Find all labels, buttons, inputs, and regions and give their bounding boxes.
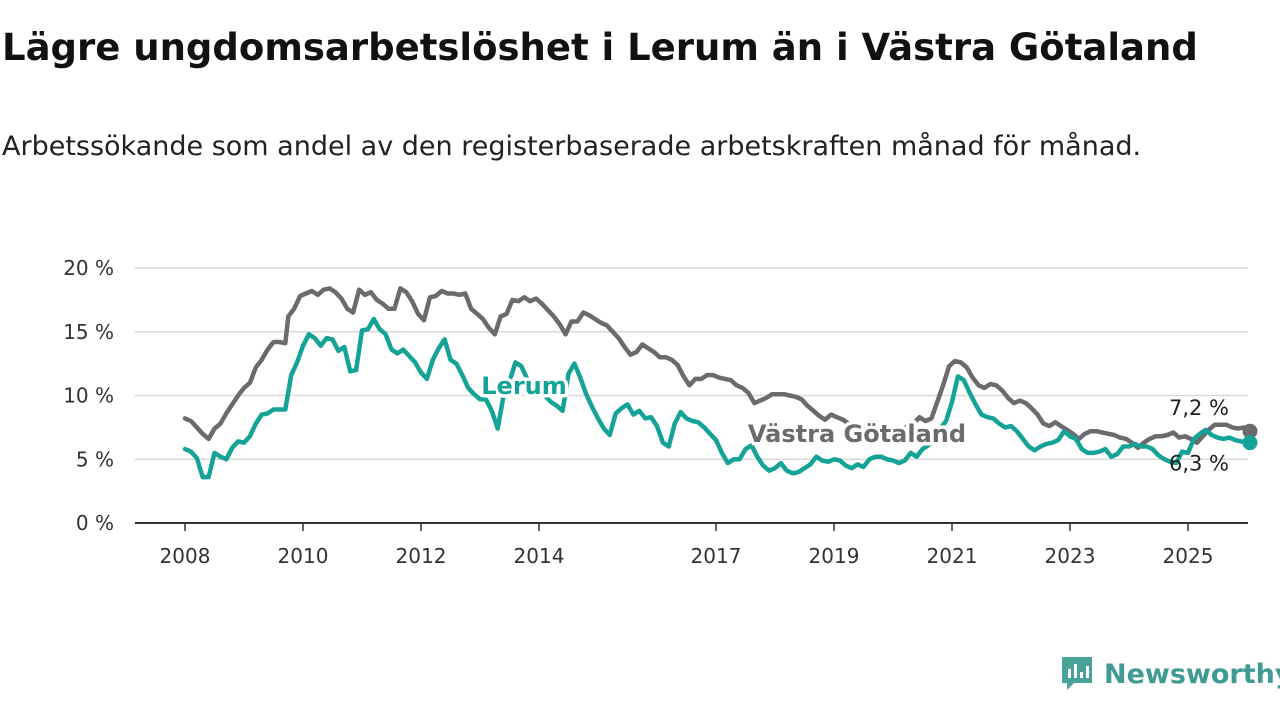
- grid: [135, 267, 1248, 460]
- x-tick-label: 2019: [809, 544, 860, 568]
- x-tick-label: 2025: [1163, 544, 1214, 568]
- x-tick-label: 2008: [160, 544, 211, 568]
- series-name-halo-v-stra-g-taland: Västra Götaland: [748, 420, 966, 448]
- y-tick-label: 10 %: [63, 384, 114, 408]
- end-label-v-stra-g-taland: 7,2 %: [1169, 396, 1229, 420]
- newsworthy-chart-icon: [1060, 655, 1094, 693]
- y-tick-label: 15 %: [63, 320, 114, 344]
- x-tick-label: 2010: [278, 544, 329, 568]
- series-lines: [182, 286, 1258, 480]
- y-axis: 0 % 5 % 10 % 15 % 20 %: [63, 256, 114, 535]
- chart-title: Lägre ungdomsarbetslöshet i Lerum än i V…: [2, 26, 1198, 69]
- series-name-lerum: Lerum: [481, 372, 567, 400]
- chart-subtitle: Arbetssökande som andel av den registerb…: [2, 131, 1142, 162]
- end-point-v-stra-g-taland: [1242, 423, 1258, 439]
- line-chart: 0 %5 %10 %15 %20 % 2008 2010 2012 2014 2017 2…: [63, 256, 1258, 568]
- brand-name: Newsworthy: [1104, 658, 1280, 690]
- series-line-lerum: [182, 316, 1253, 480]
- x-tick-label: 2012: [396, 544, 447, 568]
- x-tick-label: 2017: [691, 544, 742, 568]
- x-tick-label: 2014: [514, 544, 565, 568]
- x-tick-label: 2021: [927, 544, 978, 568]
- x-tick-label: 2023: [1045, 544, 1096, 568]
- end-point-lerum: [1242, 435, 1258, 451]
- y-tick-label: 0 %: [76, 511, 114, 535]
- end-label-lerum: 6,3 %: [1169, 452, 1229, 476]
- series-name-v-stra-g-taland: Västra Götaland: [748, 420, 966, 448]
- series-name-halo-lerum: Lerum: [481, 372, 567, 400]
- y-tick-label: 20 %: [63, 256, 114, 280]
- series-line-v-stra-g-taland: [182, 286, 1253, 451]
- brand-logo: Newsworthy: [1060, 654, 1280, 694]
- y-tick-label: 5 %: [76, 447, 114, 471]
- x-axis: 2008 2010 2012 2014 2017 2019 2021 2023 2025: [135, 522, 1248, 568]
